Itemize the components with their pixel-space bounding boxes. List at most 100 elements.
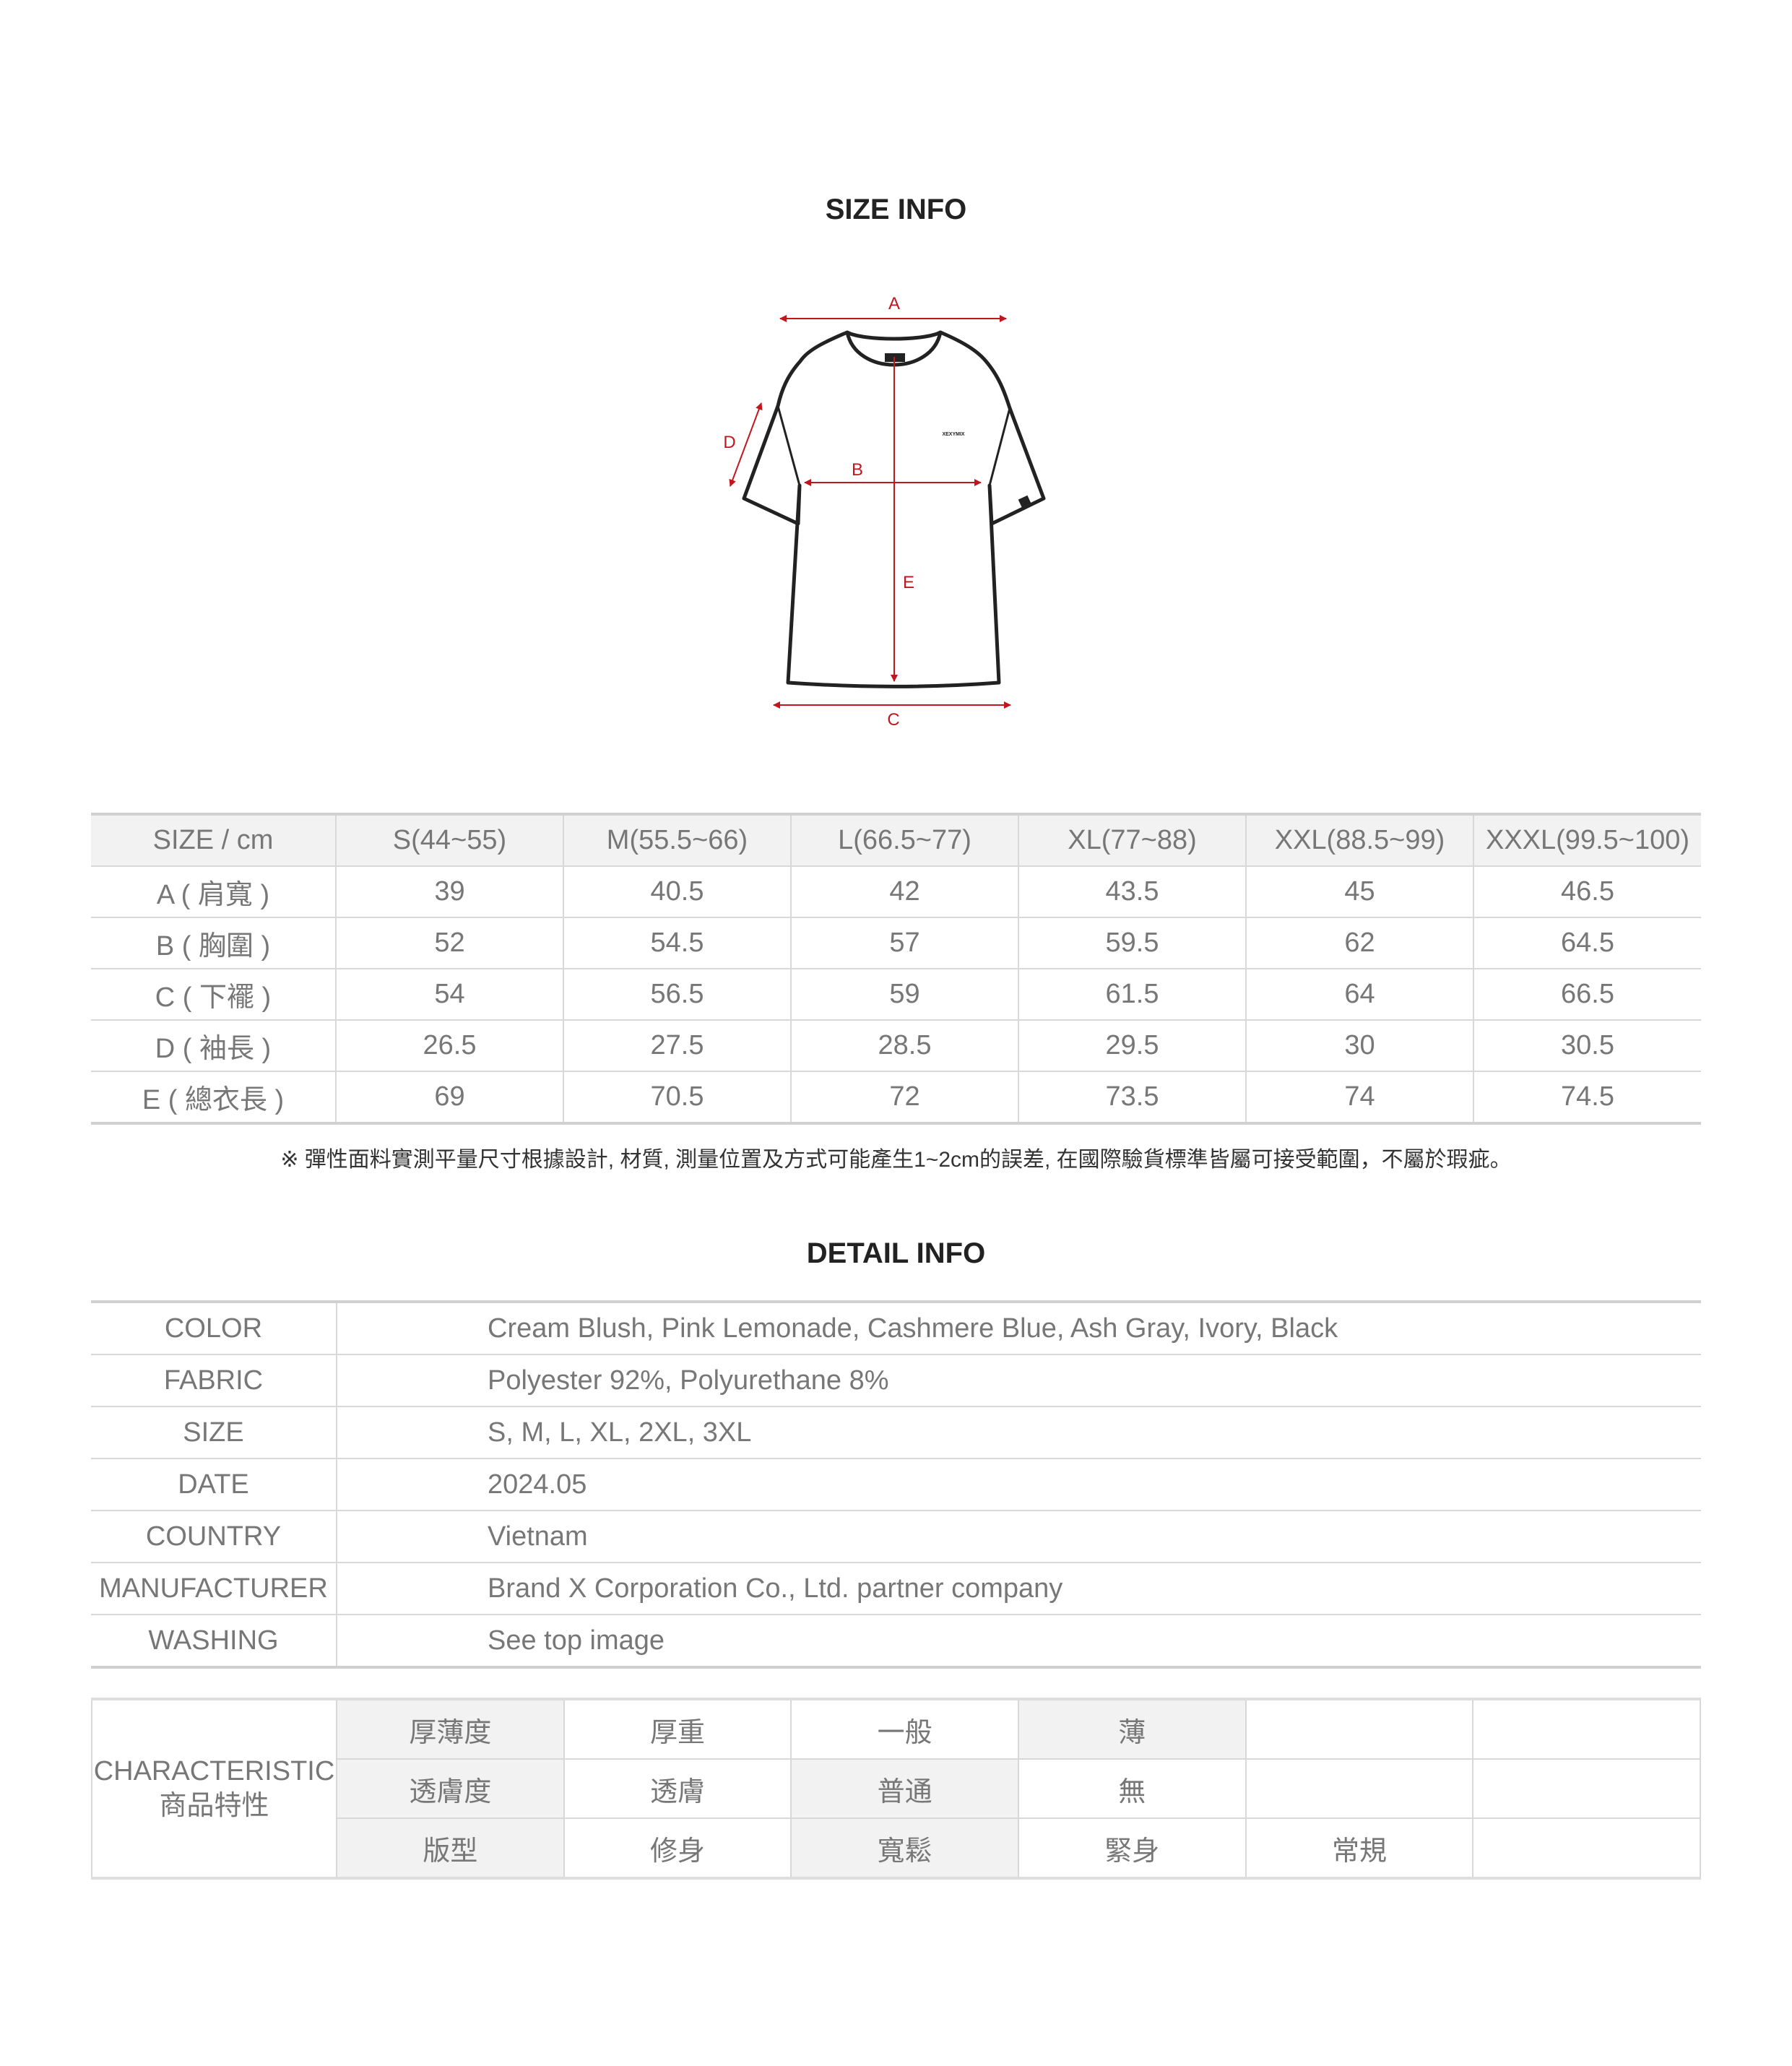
size-value: 59.5 [1018, 917, 1247, 969]
characteristic-name: 版型 [336, 1818, 565, 1879]
characteristic-row: 版型 修身 寬鬆 緊身 常規 [92, 1818, 1701, 1879]
label-c: C [887, 710, 899, 730]
size-value: 46.5 [1473, 865, 1701, 918]
detail-value: Cream Blush, Pink Lemonade, Cashmere Blu… [337, 1301, 1701, 1355]
label-a: A [888, 294, 900, 314]
size-value: 43.5 [1018, 865, 1247, 918]
size-value: 54 [335, 968, 564, 1021]
detail-value: See top image [337, 1614, 1701, 1668]
detail-key: COUNTRY [91, 1510, 337, 1563]
characteristic-name: 厚薄度 [336, 1698, 565, 1760]
header-cell: S(44~55) [335, 813, 564, 867]
size-value: 27.5 [563, 1019, 792, 1072]
size-value: 45 [1245, 865, 1474, 918]
characteristic-option: 厚重 [563, 1698, 792, 1760]
size-value: 64 [1245, 968, 1474, 1021]
tshirt-logo: XEXYMIX [942, 432, 964, 437]
size-row: D ( 袖長 ) 26.5 27.5 28.5 29.5 30 30.5 [91, 1019, 1701, 1072]
size-info-title: SIZE INFO [825, 194, 967, 225]
detail-row: COLOR Cream Blush, Pink Lemonade, Cashmer… [91, 1301, 1701, 1355]
detail-info-title: DETAIL INFO [806, 1237, 986, 1269]
size-value: 39 [335, 865, 564, 918]
size-value: 64.5 [1473, 917, 1701, 969]
size-value: 52 [335, 917, 564, 969]
size-value: 59 [790, 968, 1019, 1021]
size-value: 42 [790, 865, 1019, 918]
size-row: C ( 下襬 ) 54 56.5 59 61.5 64 66.5 [91, 968, 1701, 1021]
detail-row: SIZE S, M, L, XL, 2XL, 3XL [91, 1406, 1701, 1459]
size-value: 61.5 [1018, 968, 1247, 1021]
header-cell: M(55.5~66) [563, 813, 792, 867]
characteristic-option: 透膚 [563, 1758, 792, 1819]
characteristic-option-selected: 寬鬆 [790, 1818, 1019, 1879]
characteristic-option [1472, 1818, 1701, 1879]
detail-row: FABRIC Polyester 92%, Polyurethane 8% [91, 1354, 1701, 1407]
measurement-note: ※ 彈性面料實測平量尺寸根據設計, 材質, 測量位置及方式可能產生1~2cm的誤… [280, 1148, 1512, 1172]
detail-row: MANUFACTURER Brand X Corporation Co., Ltd… [91, 1562, 1701, 1615]
size-value: 74.5 [1473, 1071, 1701, 1124]
measurement-label: B ( 胸圍 ) [91, 917, 337, 969]
characteristic-row: 透膚度 透膚 普通無 [92, 1758, 1701, 1819]
measurement-label: A ( 肩寬 ) [91, 865, 337, 918]
size-value: 26.5 [335, 1019, 564, 1072]
characteristic-option-selected: 普通 [790, 1758, 1019, 1819]
label-b: B [852, 460, 863, 480]
detail-value: Vietnam [337, 1510, 1701, 1563]
size-value: 54.5 [563, 917, 792, 969]
measurement-label: D ( 袖長 ) [91, 1019, 337, 1072]
header-cell: SIZE / cm [91, 813, 337, 867]
detail-value: 2024.05 [337, 1458, 1701, 1511]
size-value: 29.5 [1018, 1019, 1247, 1072]
size-table-header: SIZE / cm S(44~55) M(55.5~66) L(66.5~77)… [91, 813, 1701, 867]
detail-key: MANUFACTURER [91, 1562, 337, 1615]
characteristic-label-zh: 商品特性 [159, 1791, 269, 1821]
detail-value: Brand X Corporation Co., Ltd. partner co… [337, 1562, 1701, 1615]
characteristic-option [1245, 1758, 1474, 1819]
characteristic-option-selected: 薄 [1017, 1698, 1247, 1760]
size-value: 66.5 [1473, 968, 1701, 1021]
size-row: A ( 肩寬 ) 39 40.5 42 43.5 45 46.5 [91, 865, 1701, 918]
detail-key: COLOR [91, 1301, 337, 1355]
characteristic-option: 無 [1017, 1758, 1247, 1819]
detail-value: S, M, L, XL, 2XL, 3XL [337, 1406, 1701, 1459]
size-value: 73.5 [1018, 1071, 1247, 1124]
size-value: 40.5 [563, 865, 792, 918]
tshirt-size-diagram: XEXYMIX A B C D E [723, 294, 1046, 730]
size-row: E ( 總衣長 ) 69 70.5 72 73.5 74 74.5 [91, 1071, 1701, 1124]
size-value: 72 [790, 1071, 1019, 1124]
size-row: B ( 胸圍 ) 52 54.5 57 59.5 62 64.5 [91, 917, 1701, 969]
size-value: 30 [1245, 1019, 1474, 1072]
size-value: 62 [1245, 917, 1474, 969]
characteristic-option: 修身 [563, 1818, 792, 1879]
detail-table: COLOR Cream Blush, Pink Lemonade, Cashmer… [91, 1300, 1701, 1669]
measurement-label: C ( 下襬 ) [91, 968, 337, 1021]
header-cell: XXXL(99.5~100) [1473, 813, 1701, 867]
characteristic-option [1472, 1698, 1701, 1760]
size-value: 30.5 [1473, 1019, 1701, 1072]
characteristic-label: CHARACTERISTIC 商品特性 [91, 1698, 337, 1879]
size-value: 69 [335, 1071, 564, 1124]
characteristic-option: 一般 [790, 1698, 1019, 1760]
size-value: 28.5 [790, 1019, 1019, 1072]
detail-value: Polyester 92%, Polyurethane 8% [337, 1354, 1701, 1407]
label-d: D [723, 433, 735, 452]
size-value: 57 [790, 917, 1019, 969]
size-value: 56.5 [563, 968, 792, 1021]
size-value: 70.5 [563, 1071, 792, 1124]
sleeve-patch-icon [1018, 495, 1032, 509]
detail-row: COUNTRY Vietnam [91, 1510, 1701, 1563]
detail-key: FABRIC [91, 1354, 337, 1407]
characteristic-option [1245, 1698, 1474, 1760]
characteristic-option [1472, 1758, 1701, 1819]
characteristic-name: 透膚度 [336, 1758, 565, 1819]
characteristic-option: 常規 [1245, 1818, 1474, 1879]
characteristic-label-en: CHARACTERISTIC [93, 1756, 335, 1786]
detail-row: DATE 2024.05 [91, 1458, 1701, 1511]
characteristic-row: CHARACTERISTIC 商品特性 厚薄度 厚重 一般薄 [91, 1698, 1701, 1879]
arrow-d [729, 402, 763, 487]
detail-key: SIZE [91, 1406, 337, 1459]
header-cell: XL(77~88) [1018, 813, 1247, 867]
header-cell: L(66.5~77) [790, 813, 1019, 867]
characteristic-table: CHARACTERISTIC 商品特性 厚薄度 厚重 一般薄 透膚度 透膚 普通無版型修… [91, 1698, 1701, 1880]
label-e: E [903, 573, 914, 592]
